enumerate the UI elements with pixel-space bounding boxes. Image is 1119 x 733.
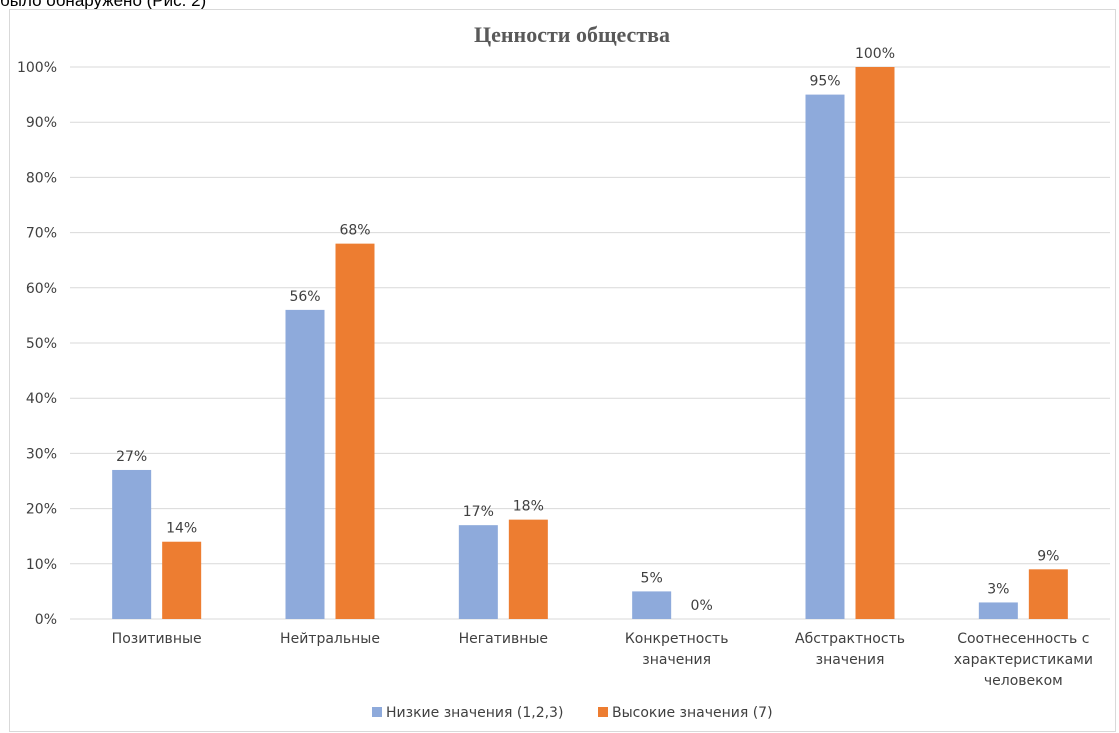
data-label: 27% <box>116 449 147 465</box>
legend-label: Высокие значения (7) <box>612 705 773 721</box>
y-tick-label: 90% <box>26 115 57 131</box>
category-label: Нейтральные <box>280 631 380 647</box>
bars <box>112 67 1068 620</box>
bar-series-1 <box>112 469 152 619</box>
bar-series-2 <box>335 243 375 619</box>
legend-label: Низкие значения (1,2,3) <box>386 705 563 721</box>
y-tick-label: 100% <box>17 60 57 76</box>
data-label: 68% <box>339 223 370 239</box>
bar-series-1 <box>632 591 672 619</box>
category-label: Позитивные <box>112 631 202 647</box>
legend-swatch-1 <box>372 707 382 717</box>
x-axis-categories: Позитивные Нейтральные Негативные Конкретно… <box>112 631 1093 689</box>
y-tick-label: 40% <box>26 391 57 407</box>
legend: Низкие значения (1,2,3) Высокие значения … <box>372 705 773 721</box>
y-axis-ticks: 0% 10% 20% 30% 40% 50% 60% 70% 80% 90% 100% <box>17 60 57 628</box>
bar-series-1 <box>805 94 845 620</box>
category-label: значения <box>816 652 885 668</box>
legend-swatch-2 <box>598 707 608 717</box>
y-tick-label: 20% <box>26 502 57 518</box>
bar-series-1 <box>285 309 325 619</box>
data-label: 0% <box>691 598 713 614</box>
category-label: характеристиками <box>954 652 1093 668</box>
category-label: человеком <box>984 673 1063 689</box>
data-label: 18% <box>513 499 544 515</box>
category-label: Соотнесенность с <box>957 631 1089 647</box>
category-label: Абстрактность <box>795 631 905 647</box>
category-label: Негативные <box>459 631 548 647</box>
data-label: 14% <box>166 521 197 537</box>
y-tick-label: 80% <box>26 170 57 186</box>
y-tick-label: 70% <box>26 226 57 242</box>
bar-series-2 <box>1028 569 1068 619</box>
y-tick-label: 10% <box>26 557 57 573</box>
data-label: 5% <box>641 570 663 586</box>
bar-series-2 <box>508 519 548 619</box>
y-tick-label: 50% <box>26 336 57 352</box>
y-tick-label: 0% <box>35 612 57 628</box>
bar-series-1 <box>458 525 498 619</box>
bar-series-1 <box>978 602 1018 619</box>
bar-series-2 <box>855 67 895 619</box>
data-label: 95% <box>809 74 840 90</box>
y-tick-label: 60% <box>26 281 57 297</box>
caption-text: было обнаружено (Рис. 2) <box>0 0 207 10</box>
y-tick-label: 30% <box>26 446 57 462</box>
gridlines <box>70 66 1110 620</box>
data-label: 100% <box>855 46 895 62</box>
data-label: 56% <box>289 289 320 305</box>
data-label: 17% <box>463 504 494 520</box>
bar-series-2 <box>162 541 202 619</box>
category-label: Конкретность <box>625 631 729 647</box>
data-labels: 27% 56% 17% 5% 95% 3% 14% 68% 18% 0% 100% 9% <box>116 46 1059 614</box>
data-label: 9% <box>1037 548 1059 564</box>
chart-title: Ценности общества <box>474 22 670 47</box>
data-label: 3% <box>987 581 1009 597</box>
category-label: значения <box>642 652 711 668</box>
